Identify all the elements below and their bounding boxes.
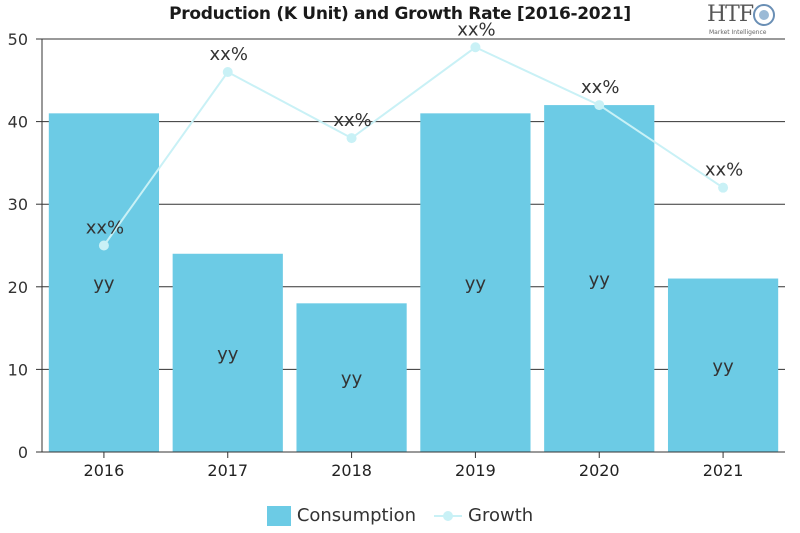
- x-tick-label: 2021: [703, 461, 744, 480]
- bar: [667, 278, 779, 452]
- legend-label-growth: Growth: [468, 505, 534, 526]
- bar-label: yy: [712, 356, 734, 377]
- legend-swatch-consumption: [266, 505, 291, 526]
- chart-canvas: 0 10 20 30 40 50 2016 2017 2018 2019 2020 2021 yy yy y…: [8, 19, 785, 480]
- x-tick-label: 2016: [84, 461, 125, 480]
- growth-point: [222, 67, 233, 78]
- growth-label: xx%: [210, 44, 248, 65]
- logo-globe-icon: [753, 4, 775, 26]
- growth-label: xx%: [333, 110, 371, 131]
- growth-point: [594, 100, 605, 111]
- bar-label: yy: [589, 270, 611, 291]
- legend-item-growth[interactable]: Growth: [434, 505, 533, 526]
- x-tick-label: 2017: [207, 461, 248, 480]
- bar: [420, 113, 531, 452]
- bar-label: yy: [217, 344, 239, 365]
- growth-label: xx%: [86, 218, 124, 239]
- growth-label: xx%: [581, 77, 619, 98]
- growth-point: [346, 133, 357, 144]
- legend: Consumption Growth: [0, 505, 800, 526]
- y-tick-label: 40: [8, 113, 28, 132]
- legend-label-consumption: Consumption: [296, 505, 417, 526]
- chart-title: Production (K Unit) and Growth Rate [201…: [169, 4, 631, 24]
- bar-label: yy: [465, 274, 487, 295]
- htf-logo: HTF Market Intelligence: [707, 2, 779, 38]
- y-tick-label: 10: [8, 360, 28, 379]
- y-tick-label: 50: [8, 30, 28, 49]
- growth-line: [103, 46, 724, 247]
- bar-label: yy: [93, 274, 115, 295]
- growth-point: [98, 240, 109, 251]
- growth-label: xx%: [705, 160, 743, 181]
- y-tick-label: 0: [18, 443, 28, 462]
- x-tick-label: 2019: [455, 461, 496, 480]
- y-tick-label: 30: [8, 195, 28, 214]
- bar-label: yy: [341, 369, 363, 390]
- bar: [48, 113, 160, 452]
- x-tick-label: 2020: [579, 461, 620, 480]
- growth-point: [718, 182, 729, 193]
- logo-text: HTF: [707, 2, 754, 27]
- growth-point: [470, 42, 481, 53]
- y-tick-label: 20: [8, 278, 28, 297]
- bar: [296, 303, 407, 452]
- growth-label: xx%: [457, 19, 495, 40]
- bar: [172, 253, 283, 452]
- bar: [544, 105, 655, 452]
- logo-subtext: Market Intelligence: [709, 29, 767, 36]
- legend-item-consumption[interactable]: Consumption: [266, 505, 417, 526]
- legend-swatch-growth: [434, 509, 463, 523]
- x-tick-label: 2018: [331, 461, 372, 480]
